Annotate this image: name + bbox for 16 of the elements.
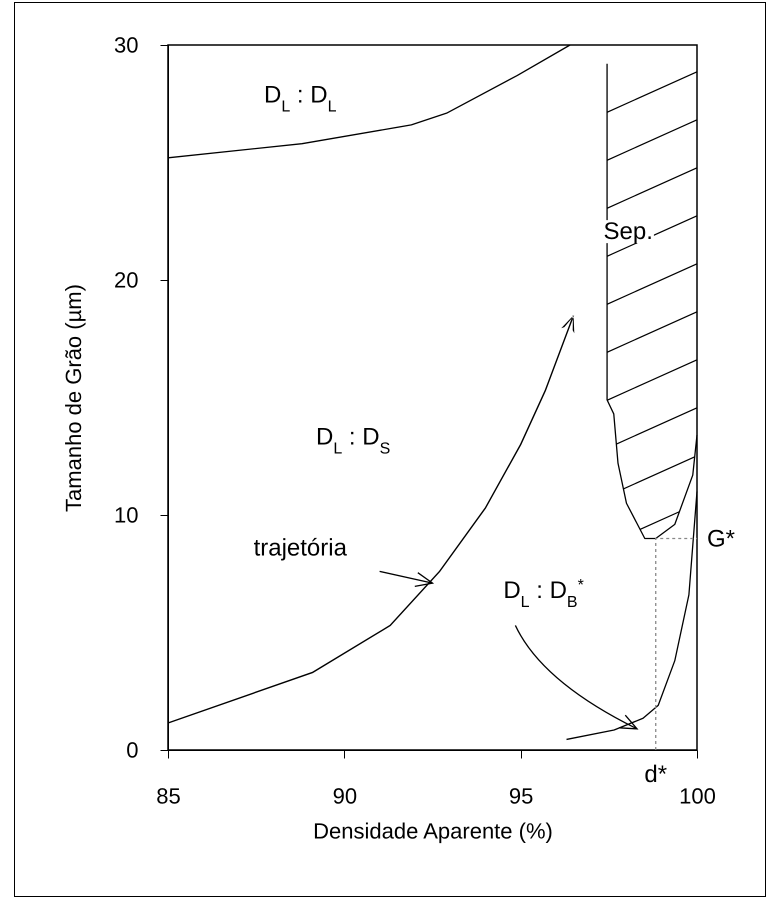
y-tick-label: 20: [114, 268, 138, 292]
annotation: G*: [707, 526, 736, 552]
y-tick-label: 10: [114, 502, 138, 528]
annotation: Sep.: [604, 218, 653, 246]
x-tick-label: 85: [156, 784, 181, 808]
annotation: D$_{L}$ : D$_{S}$: [316, 423, 390, 457]
x-tick-label: 90: [332, 784, 358, 808]
annotation: d*: [644, 761, 668, 788]
annotation: trajetória: [254, 534, 348, 562]
x-tick-label: 95: [508, 784, 534, 808]
annotation: D$_{L}$ : D$_{L}$: [264, 81, 337, 115]
x-axis-title: Densidade Aparente (%): [313, 818, 553, 844]
x-tick-label: 100: [679, 784, 716, 808]
y-tick-label: 30: [114, 32, 138, 58]
y-tick-label: 0: [126, 738, 138, 762]
y-axis-title: Tamanho de Grão (µm): [61, 284, 86, 512]
